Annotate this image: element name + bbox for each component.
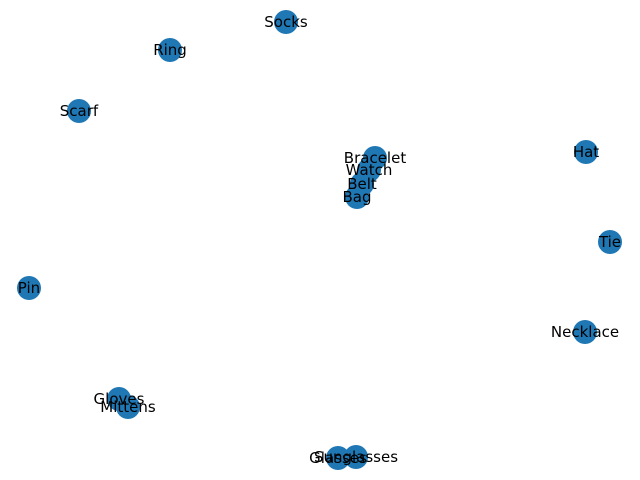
node-label-mittens: Mittens [100,398,156,416]
node-label-sunglasses: Sunglasses [314,448,398,466]
node-necklace [573,320,597,344]
node-glasses [326,446,350,470]
node-layer [17,10,622,470]
node-label-bracelet: Bracelet [344,149,407,167]
node-scarf [67,99,91,123]
node-label-pin: Pin [18,279,40,297]
node-label-watch: Watch [346,161,393,179]
node-label-ring: Ring [153,41,187,59]
node-label-tie: Tie [598,233,621,251]
node-label-hat: Hat [573,143,599,161]
node-ring [158,38,182,62]
node-label-scarf: Scarf [60,102,99,120]
node-socks [274,10,298,34]
node-label-bag: Bag [342,188,371,206]
node-label-socks: Socks [264,13,308,31]
node-label-necklace: Necklace [551,323,619,341]
node-sunglasses [344,445,368,469]
node-bag [345,185,369,209]
node-hat [574,140,598,164]
node-mittens [116,395,140,419]
node-label-glasses: Glasses [309,449,367,467]
node-label-gloves: Gloves [94,390,145,408]
node-tie [598,230,622,254]
node-pin [17,276,41,300]
node-label-belt: Belt [347,175,377,193]
